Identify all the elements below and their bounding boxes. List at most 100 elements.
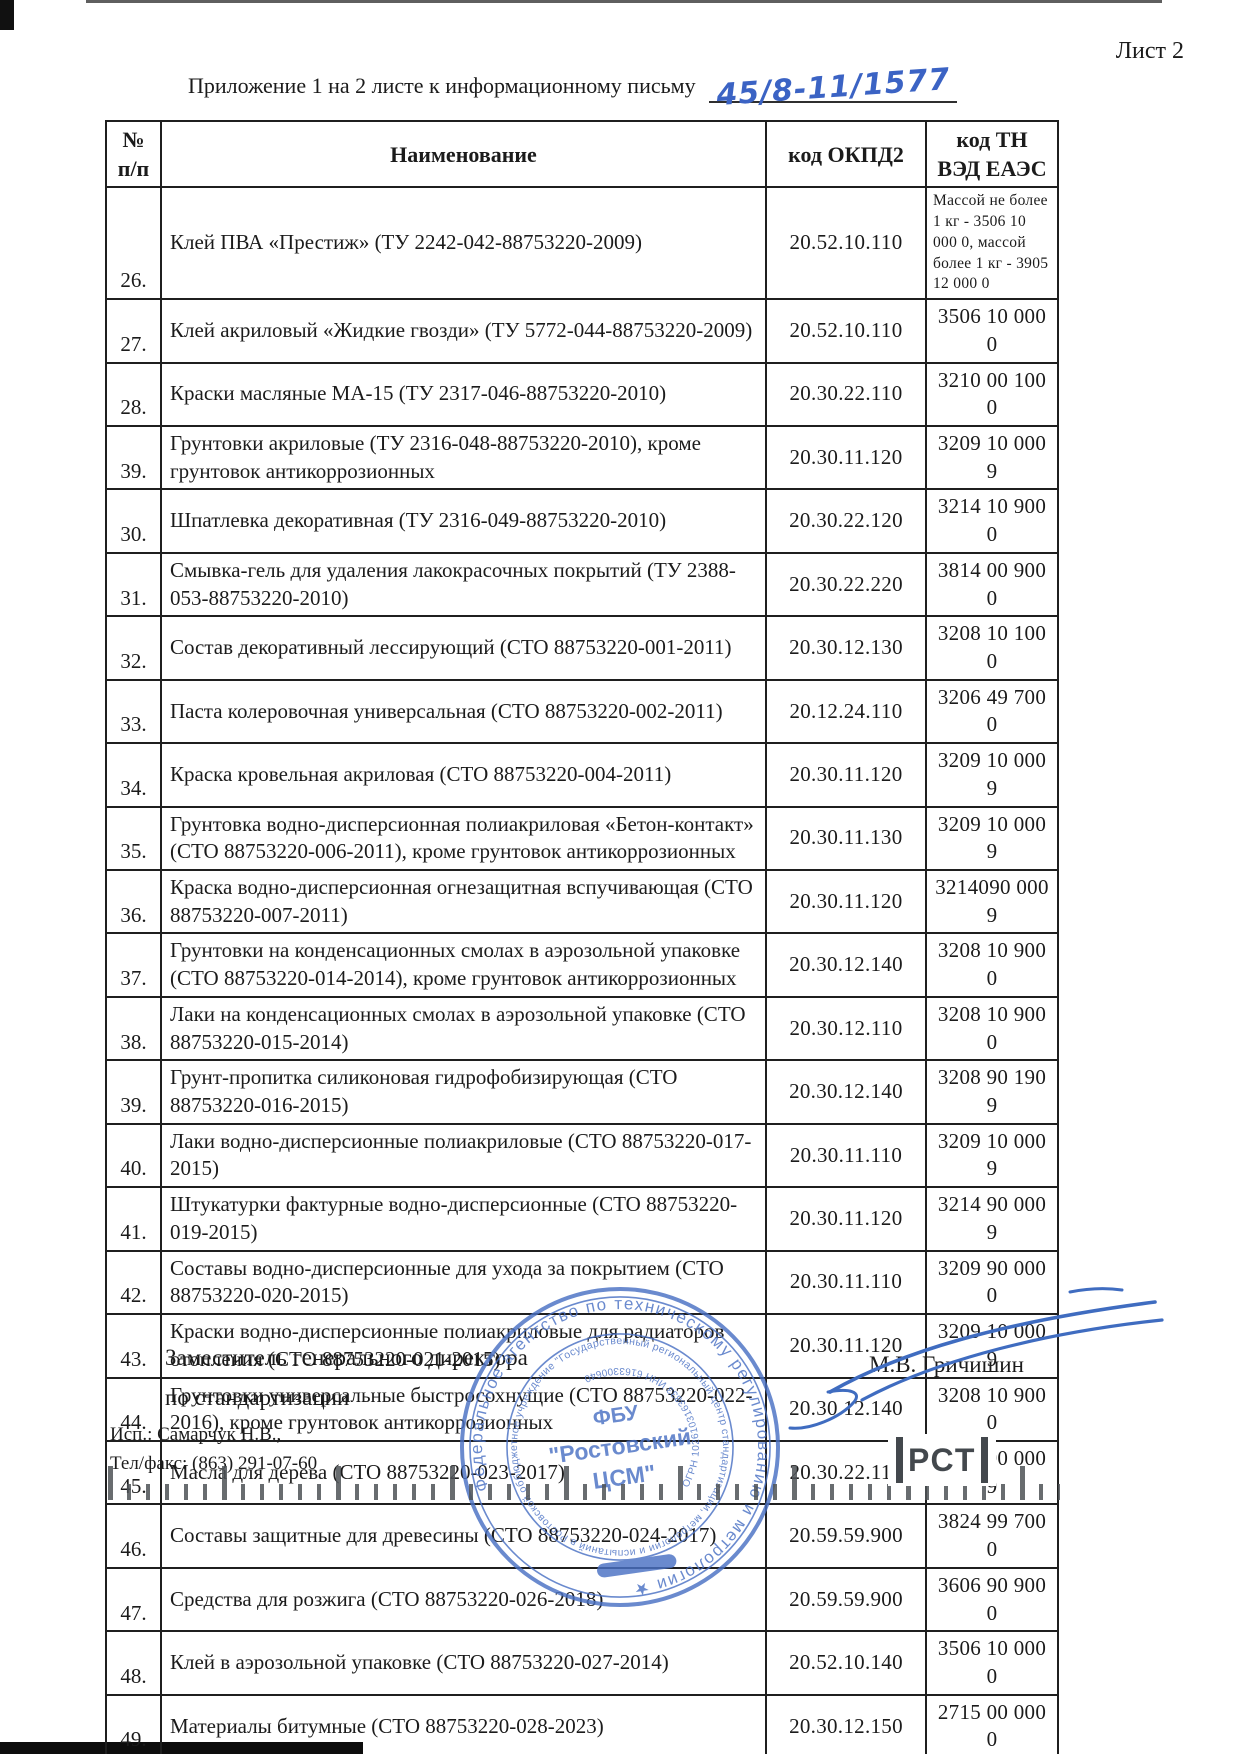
table-row: 34. Краска кровельная акриловая (СТО 887… [105,742,1059,808]
tnved-code: 3209 10 000 9 [925,1122,1059,1189]
okpd2-code: 20.30.22.220 [765,551,927,618]
table-row: 35. Грунтовка водно-дисперсионная полиак… [105,805,1059,872]
product-name: Краска водно-дисперсионная огнезащитная … [160,868,767,935]
tnved-code: 3208 90 190 9 [925,1059,1059,1125]
okpd2-code: 20.30.11.120 [765,1186,927,1252]
row-number: 30. [105,488,162,554]
tnved-code: 3208 10 900 0 [925,932,1059,998]
tnved-code: 3206 49 700 0 [925,678,1059,745]
table-row: 31. Смывка-гель для удаления лакокрасочн… [105,551,1059,618]
tnved-code: 3824 99 700 0 [925,1503,1059,1569]
okpd2-code: 20.30.12.130 [765,615,927,681]
tnved-code: 3506 10 000 0 [925,298,1059,364]
rst-logo-right-bar [981,1437,989,1483]
product-name: Лаки на конденсационных смолах в аэрозол… [160,995,767,1062]
rst-logo-letters: РСТ [908,1441,977,1478]
row-number: 32. [105,615,162,681]
tnved-code: 3214090 000 9 [925,868,1059,935]
executor-name: Исп.: Самарчук Н.В., [110,1424,282,1445]
letter-number-underline: 45/8-11/1577 [709,62,958,113]
header-tnved: код ТН ВЭД ЕАЭС [925,119,1059,189]
products-table: № п/п Наименование код ОКПД2 код ТН ВЭД … [105,119,1059,1754]
handwritten-letter-number: 45/8-11/1577 [715,61,952,114]
signatory-title: Заместитель генерального директора по ст… [165,1338,528,1419]
tnved-code: 3209 10 000 9 [925,424,1059,491]
okpd2-code: 20.30.12.150 [765,1693,927,1754]
okpd2-code: 20.30.11.130 [765,805,927,872]
table-row: 39. Грунтовки акриловые (ТУ 2316-048-887… [105,424,1059,491]
row-number: 46. [105,1503,162,1569]
product-name: Клей акриловый «Жидкие гвозди» (ТУ 5772-… [160,298,767,364]
sheet-number-label: Лист 2 [1115,38,1184,64]
row-number: 31. [105,551,162,618]
row-number: 36. [105,868,162,935]
okpd2-code: 20.30.11.110 [765,1122,927,1189]
product-name: Клей ПВА «Престиж» (ТУ 2242-042-88753220… [160,186,767,301]
okpd2-code: 20.30.12.110 [765,995,927,1062]
product-name: Паста колеровочная универсальная (СТО 88… [160,678,767,745]
signatory-name: М.В. Гричишин [869,1352,1024,1377]
okpd2-code: 20.30.11.120 [765,868,927,935]
tnved-code: 3606 90 900 0 [925,1566,1059,1633]
row-number: 43. [105,1313,162,1379]
table-row: 41. Штукатурки фактурные водно-дисперсио… [105,1186,1059,1252]
row-number: 33. [105,678,162,745]
row-number: 37. [105,932,162,998]
table-row: 36. Краска водно-дисперсионная огнезащит… [105,868,1059,935]
okpd2-code: 20.59.59.900 [765,1503,927,1569]
tnved-code: 3209 90 000 0 [925,1249,1059,1316]
row-number: 49. [105,1693,162,1754]
table-row: 37. Грунтовки на конденсационных смолах … [105,932,1059,998]
header-num: № п/п [105,119,162,189]
tnved-code: Массой не более 1 кг - 3506 10 000 0, ма… [925,186,1059,301]
table-row: 49. Материалы битумные (СТО 88753220-028… [105,1693,1059,1754]
table-row: 28. Краски масляные МА-15 (ТУ 2317-046-8… [105,361,1059,427]
table-row: 42. Составы водно-дисперсионные для уход… [105,1249,1059,1316]
appendix-caption: Приложение 1 на 2 листе к информационном… [188,62,958,113]
tnved-code: 3214 10 900 0 [925,488,1059,554]
tnved-code: 3209 10 000 9 [925,742,1059,808]
signatory-title-line1: Заместитель генерального директора [165,1345,528,1370]
table-row: 38. Лаки на конденсационных смолах в аэр… [105,995,1059,1062]
okpd2-code: 20.30.12.140 [765,1059,927,1125]
rst-logo-left-bar [896,1437,903,1483]
okpd2-code: 20.52.10.110 [765,298,927,364]
product-name: Грунтовки на конденсационных смолах в аэ… [160,932,767,998]
product-name: Грунтовка водно-дисперсионная полиакрило… [160,805,767,872]
product-name: Краски масляные МА-15 (ТУ 2317-046-88753… [160,361,767,427]
okpd2-code: 20.30.12.140 [765,1376,927,1442]
tnved-code: 3506 10 000 0 [925,1630,1059,1696]
row-number: 34. [105,742,162,808]
row-number: 35. [105,805,162,872]
okpd2-code: 20.30.11.110 [765,1249,927,1316]
okpd2-code: 20.59.59.900 [765,1566,927,1633]
product-name: Шпатлевка декоративная (ТУ 2316-049-8875… [160,488,767,554]
product-name: Составы защитные для древесины (СТО 8875… [160,1503,767,1569]
okpd2-code: 20.30.22.120 [765,488,927,554]
row-number: 38. [105,995,162,1062]
table-row: 40. Лаки водно-дисперсионные полиакрилов… [105,1122,1059,1189]
product-name: Клей в аэрозольной упаковке (СТО 8875322… [160,1630,767,1696]
row-number: 28. [105,361,162,427]
appendix-caption-text: Приложение 1 на 2 листе к информационном… [188,73,696,98]
signatory-title-line2: по стандартизации [165,1385,350,1411]
tnved-code: 3814 00 900 0 [925,551,1059,618]
product-name: Штукатурки фактурные водно-дисперсионные… [160,1186,767,1252]
okpd2-code: 20.30.22.110 [765,361,927,427]
tnved-code: 3208 10 900 0 [925,1376,1059,1442]
product-name: Грунтовки акриловые (ТУ 2316-048-8875322… [160,424,767,491]
product-name: Смывка-гель для удаления лакокрасочных п… [160,551,767,618]
table-row: 39. Грунт-пропитка силиконовая гидрофоби… [105,1059,1059,1125]
okpd2-code: 20.30.12.140 [765,932,927,998]
table-row: 30. Шпатлевка декоративная (ТУ 2316-049-… [105,488,1059,554]
row-number: 40. [105,1122,162,1189]
table-row: 46. Составы защитные для древесины (СТО … [105,1503,1059,1569]
row-number: 41. [105,1186,162,1252]
product-name: Грунт-пропитка силиконовая гидрофобизиру… [160,1059,767,1125]
table-row: 48. Клей в аэрозольной упаковке (СТО 887… [105,1630,1059,1696]
row-number: 26. [105,186,162,301]
row-number: 39. [105,424,162,491]
product-name: Материалы битумные (СТО 88753220-028-202… [160,1693,767,1754]
okpd2-code: 20.52.10.110 [765,186,927,301]
